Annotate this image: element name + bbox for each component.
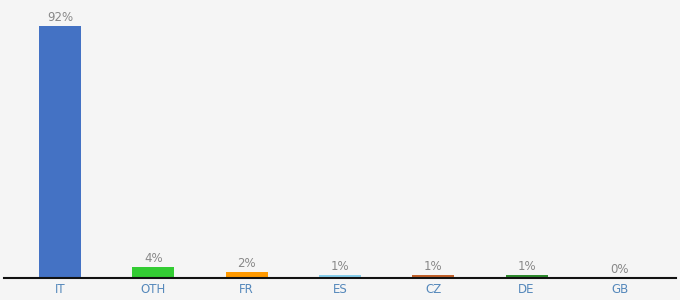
- Bar: [506, 275, 547, 278]
- Text: 1%: 1%: [330, 260, 350, 273]
- Text: 2%: 2%: [237, 257, 256, 270]
- Bar: [412, 275, 454, 278]
- Text: 1%: 1%: [424, 260, 443, 273]
- Bar: [319, 275, 361, 278]
- Text: 92%: 92%: [47, 11, 73, 24]
- Text: 4%: 4%: [144, 252, 163, 265]
- Bar: [39, 26, 81, 278]
- Bar: [133, 267, 174, 278]
- Text: 1%: 1%: [517, 260, 536, 273]
- Text: 0%: 0%: [611, 263, 629, 276]
- Bar: [226, 272, 268, 278]
